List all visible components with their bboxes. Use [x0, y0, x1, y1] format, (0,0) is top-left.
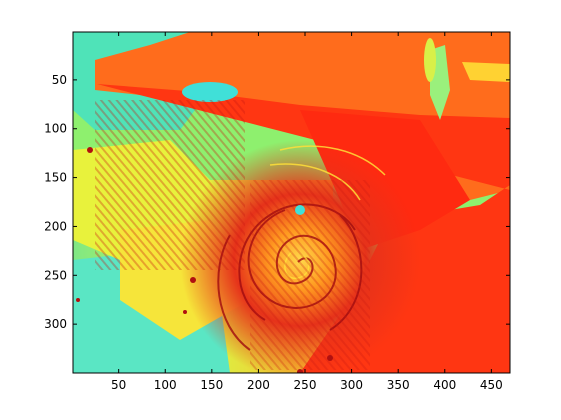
x-axis: 50 100 150 200 250 300 350 400 450 [111, 32, 503, 392]
x-tick-label: 50 [111, 378, 126, 392]
y-tick-label: 100 [44, 122, 67, 136]
y-axis: 50 100 150 200 250 300 [44, 73, 510, 331]
y-tick-label: 200 [44, 219, 67, 233]
x-tick-label: 300 [340, 378, 363, 392]
x-tick-label: 450 [480, 378, 503, 392]
y-tick-label: 300 [44, 317, 67, 331]
x-tick-label: 100 [154, 378, 177, 392]
x-tick-label: 250 [294, 378, 317, 392]
x-tick-label: 200 [247, 378, 270, 392]
x-tick-label: 400 [433, 378, 456, 392]
heatmap-image [73, 32, 510, 373]
x-tick-label: 150 [200, 378, 223, 392]
y-tick-label: 50 [52, 73, 67, 87]
y-tick-label: 150 [44, 171, 67, 185]
x-tick-label: 350 [387, 378, 410, 392]
axes-box [72, 31, 511, 374]
y-tick-label: 250 [44, 268, 67, 282]
